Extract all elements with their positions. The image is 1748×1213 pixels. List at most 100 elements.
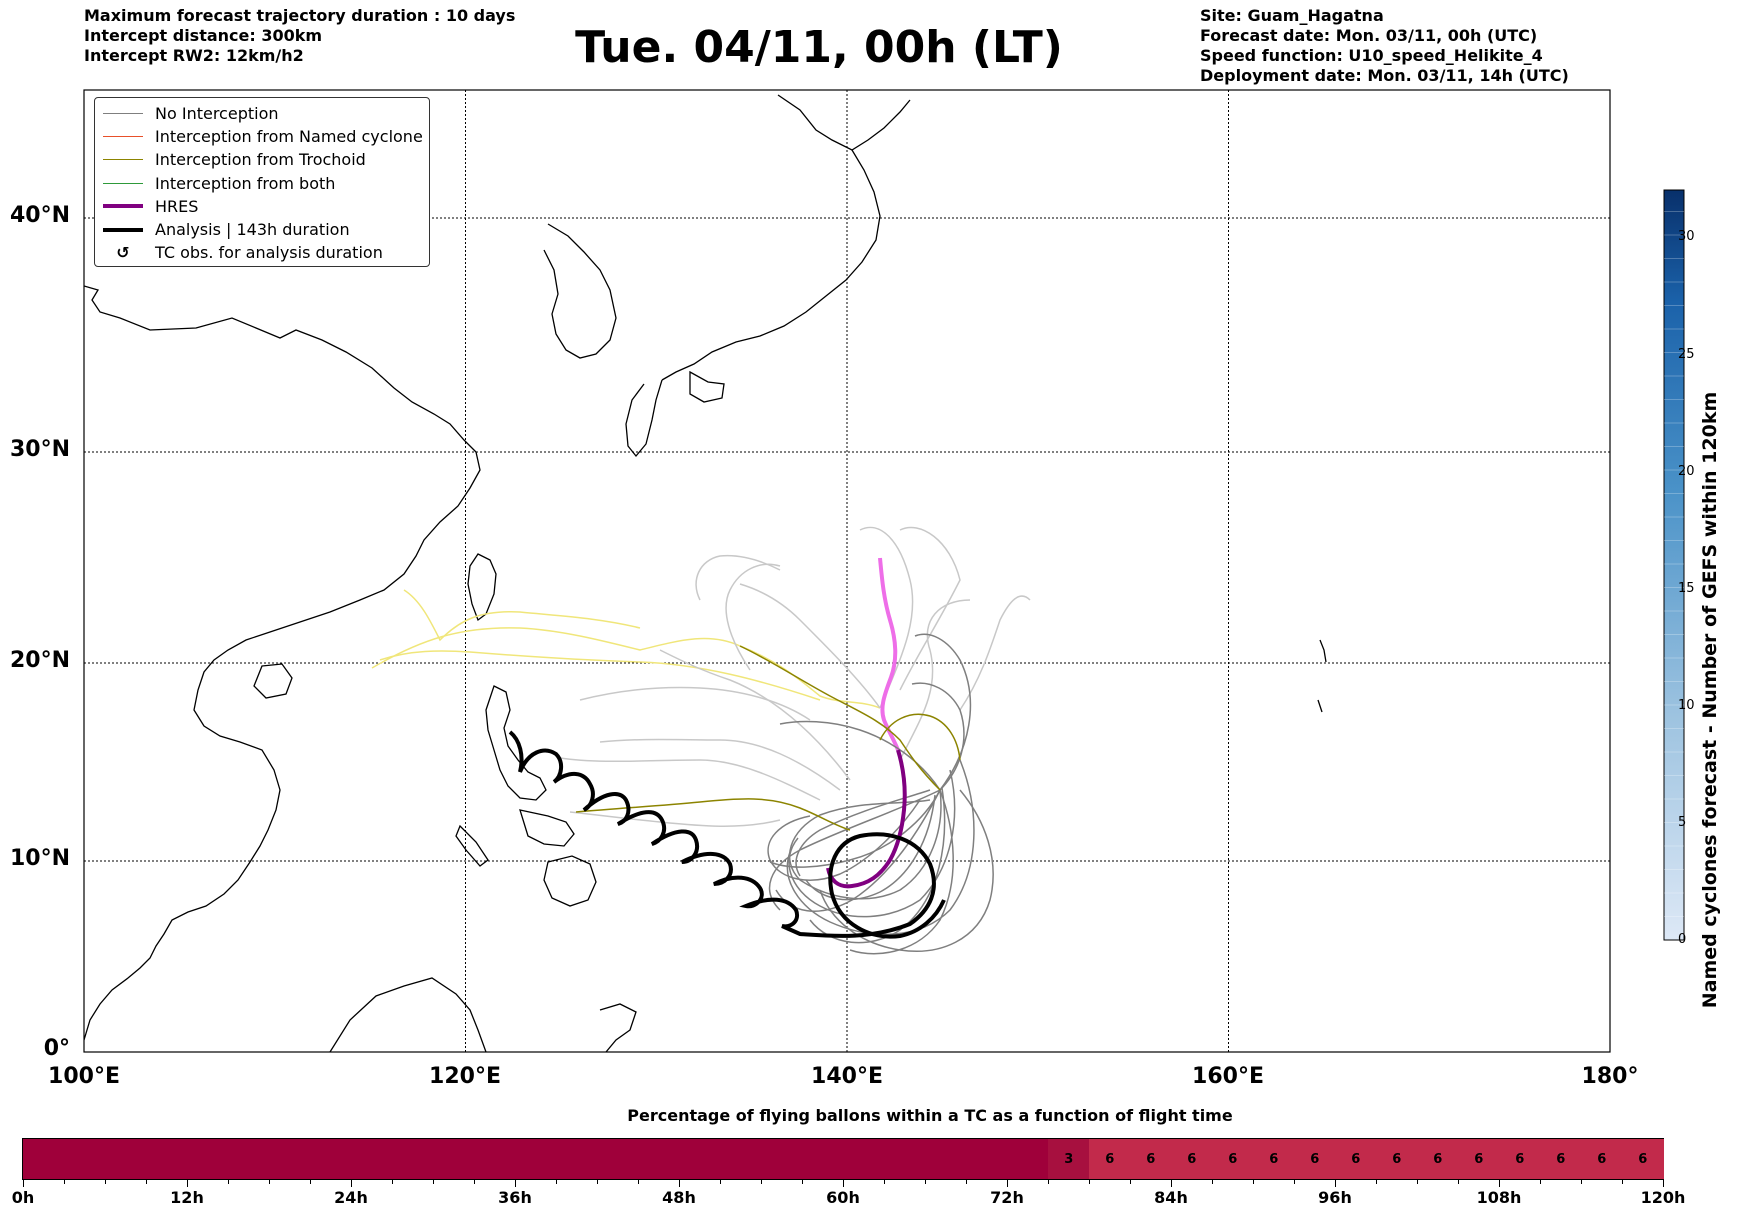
legend-label: HRES: [155, 196, 199, 216]
colorbar-tick: 10: [1678, 698, 1695, 713]
colorbar-tick: 0: [1678, 932, 1687, 947]
trajectory-analysis: [508, 730, 946, 939]
no-interception-track: [769, 789, 941, 868]
faded-yellow-track: [403, 589, 641, 642]
coast-taiwan: [467, 553, 497, 622]
no-interception-track: [779, 720, 941, 791]
strip-tick: [1335, 1180, 1336, 1187]
strip-tick: [720, 1180, 721, 1184]
faded-gray-track: [959, 595, 1031, 711]
strip-cell: [638, 1139, 680, 1179]
strip-tick: [1294, 1180, 1295, 1184]
strip-time-label: 120h: [1640, 1188, 1686, 1207]
strip-tick: [310, 1180, 311, 1184]
trajectory-hres: [826, 749, 907, 889]
faded-gray-track: [899, 526, 961, 691]
lon-label-160e: 160°E: [1192, 1064, 1264, 1089]
no-interception-track: [809, 787, 946, 944]
lat-label-20n: 20°N: [9, 648, 70, 673]
coast-japan-kyushu: [625, 379, 663, 458]
no-interception-track: [788, 769, 956, 918]
trajectory-lines-trochoid: [575, 645, 961, 831]
strip-time-label: 108h: [1476, 1188, 1522, 1207]
strip-tick: [966, 1180, 967, 1184]
strip-title: Percentage of flying ballons within a TC…: [627, 1106, 1233, 1125]
strip-cell: [761, 1139, 803, 1179]
legend-item-no-interception: No Interception: [103, 102, 429, 125]
strip-tick: [1212, 1180, 1213, 1184]
strip-cell: 6: [1089, 1139, 1131, 1179]
faded-gray-track: [559, 757, 821, 801]
strip-tick: [392, 1180, 393, 1184]
coast-philippines-visayas: [519, 809, 575, 847]
legend-item-trochoid: Interception from Trochoid: [103, 148, 429, 171]
strip-cell: [720, 1139, 762, 1179]
legend-label: Interception from Named cyclone: [155, 127, 423, 147]
coast-asia-mainland: [84, 285, 481, 1041]
strip-tick: [1253, 1180, 1254, 1184]
strip-tick: [1499, 1180, 1500, 1187]
strip-cell: [884, 1139, 926, 1179]
map-legend: No Interception Interception from Named …: [94, 97, 430, 267]
strip-cell: [310, 1139, 352, 1179]
legend-item-tc-obs: ↺ TC obs. for analysis duration: [103, 241, 429, 264]
legend-item-analysis: Analysis | 143h duration: [103, 218, 429, 241]
strip-time-label: 12h: [170, 1188, 204, 1207]
lat-label-40n: 40°N: [9, 203, 70, 228]
strip-tick: [1581, 1180, 1582, 1184]
colorbar-bands: [1664, 211, 1684, 917]
no-interception-track: [849, 789, 954, 955]
strip-cell: [925, 1139, 967, 1179]
colorbar-tick: 15: [1678, 581, 1695, 596]
lon-label-100e: 100°E: [48, 1064, 120, 1089]
coast-palawan: [455, 824, 489, 867]
strip-tick: [925, 1180, 926, 1184]
strip-time-label: 60h: [826, 1188, 860, 1207]
strip-cell: 6: [1417, 1139, 1459, 1179]
strip-cell: 6: [1171, 1139, 1213, 1179]
coast-japan-hokkaido: [777, 94, 911, 151]
legend-label: TC obs. for analysis duration: [155, 243, 383, 263]
speed-function-text: Speed function: U10_speed_Helikite_4: [1200, 46, 1543, 65]
coastlines: [84, 94, 1327, 1052]
strip-tick: [1048, 1180, 1049, 1184]
strip-tick: [802, 1180, 803, 1184]
lat-label-30n: 30°N: [9, 437, 70, 462]
strip-tick: [187, 1180, 188, 1187]
strip-cell: 6: [1622, 1139, 1664, 1179]
strip-tick: [474, 1180, 475, 1184]
strip-cell: 6: [1499, 1139, 1541, 1179]
strip-cell: 3: [1048, 1139, 1090, 1179]
strip-cell: [392, 1139, 434, 1179]
strip-tick: [269, 1180, 270, 1184]
strip-time-label: 96h: [1318, 1188, 1352, 1207]
strip-tick: [146, 1180, 147, 1184]
legend-item-both: Interception from both: [103, 172, 429, 195]
lat-label-10n: 10°N: [9, 846, 70, 871]
strip-cell: [474, 1139, 516, 1179]
strip-cell: 6: [1581, 1139, 1623, 1179]
colorbar-tick: 5: [1678, 815, 1687, 830]
colorbar-tick: 20: [1678, 464, 1695, 479]
gridlines: [84, 90, 1610, 1052]
intercept-rw2-text: Intercept RW2: 12km/h2: [84, 46, 304, 65]
strip-tick: [228, 1180, 229, 1184]
trochoid-track: [879, 713, 961, 761]
coast-japan-shikoku: [689, 370, 725, 403]
strip-tick: [433, 1180, 434, 1184]
strip-tick: [1417, 1180, 1418, 1184]
faded-yellow-track: [371, 627, 881, 709]
strip-time-label: 72h: [990, 1188, 1024, 1207]
trochoid-track: [739, 645, 941, 791]
strip-tick: [1622, 1180, 1623, 1184]
faded-gray-track: [579, 686, 811, 721]
strip-tick: [23, 1180, 24, 1187]
legend-swatch-named-cyclone: [103, 136, 143, 138]
strip-tick: [1007, 1180, 1008, 1187]
strip-time-label: 48h: [662, 1188, 696, 1207]
lon-label-120e: 120°E: [429, 1064, 501, 1089]
legend-label: No Interception: [155, 104, 279, 124]
trochoid-track: [575, 798, 851, 831]
strip-tick: [843, 1180, 844, 1187]
strip-tick: [105, 1180, 106, 1184]
